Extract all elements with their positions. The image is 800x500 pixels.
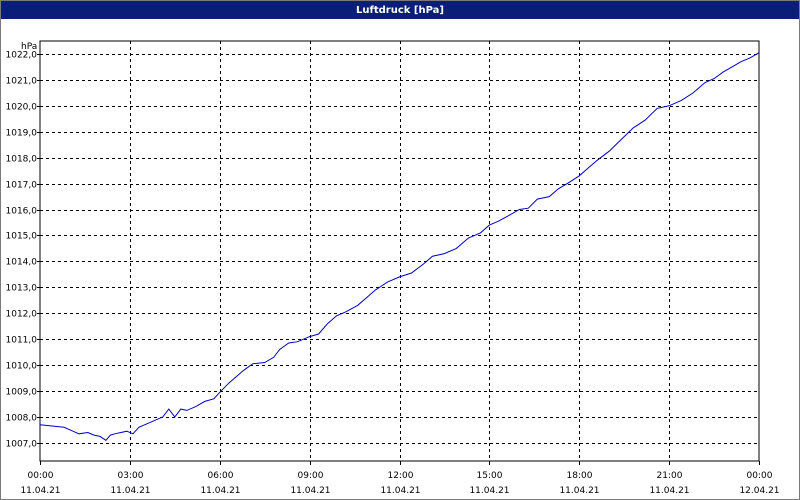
y-tick-label: 1012,0: [6, 310, 38, 320]
x-tick-time-label: 12:00: [388, 471, 414, 481]
x-tick-date-label: 11.04.21: [110, 486, 150, 496]
y-tick-label: 1007,0: [6, 440, 38, 450]
x-tick-time-label: 18:00: [567, 471, 593, 481]
y-tick-label: 1009,0: [6, 388, 38, 398]
x-tick-time-label: 09:00: [298, 471, 324, 481]
window-titlebar: Luftdruck [hPa]: [1, 1, 799, 19]
x-tick-time-label: 00:00: [28, 471, 54, 481]
x-tick-date-label: 11.04.21: [469, 486, 509, 496]
x-tick-time-label: 06:00: [208, 471, 234, 481]
x-tick-time-label: 00:00: [747, 471, 773, 481]
window-title: Luftdruck [hPa]: [356, 4, 444, 16]
y-tick-label: 1020,0: [6, 103, 38, 113]
y-tick-label: 1018,0: [6, 155, 38, 165]
y-tick-label: 1010,0: [6, 362, 38, 372]
y-tick-label: 1022,0: [6, 51, 38, 61]
x-tick-date-label: 11.04.21: [20, 486, 60, 496]
y-tick-label: 1016,0: [6, 207, 38, 217]
y-tick-label: 1021,0: [6, 77, 38, 87]
pressure-series-line: [39, 52, 760, 441]
x-tick-time-label: 15:00: [477, 471, 503, 481]
y-tick-label: 1014,0: [6, 258, 38, 268]
x-tick-date-label: 11.04.21: [559, 486, 599, 496]
x-tick-date-label: 12.04.21: [739, 486, 779, 496]
y-tick-label: 1017,0: [6, 181, 38, 191]
plot-area: [39, 40, 760, 462]
x-tick-date-label: 11.04.21: [649, 486, 689, 496]
x-tick-time-label: 21:00: [657, 471, 683, 481]
y-axis-unit-label: hPa: [21, 42, 37, 52]
x-tick-date-label: 11.04.21: [200, 486, 240, 496]
x-tick-date-label: 11.04.21: [380, 486, 420, 496]
y-tick-label: 1019,0: [6, 129, 38, 139]
x-tick-date-label: 11.04.21: [290, 486, 330, 496]
x-tick-time-label: 03:00: [118, 471, 144, 481]
y-tick-label: 1008,0: [6, 414, 38, 424]
y-tick-label: 1013,0: [6, 284, 38, 294]
y-tick-label: 1011,0: [6, 336, 38, 346]
y-tick-label: 1015,0: [6, 232, 38, 242]
